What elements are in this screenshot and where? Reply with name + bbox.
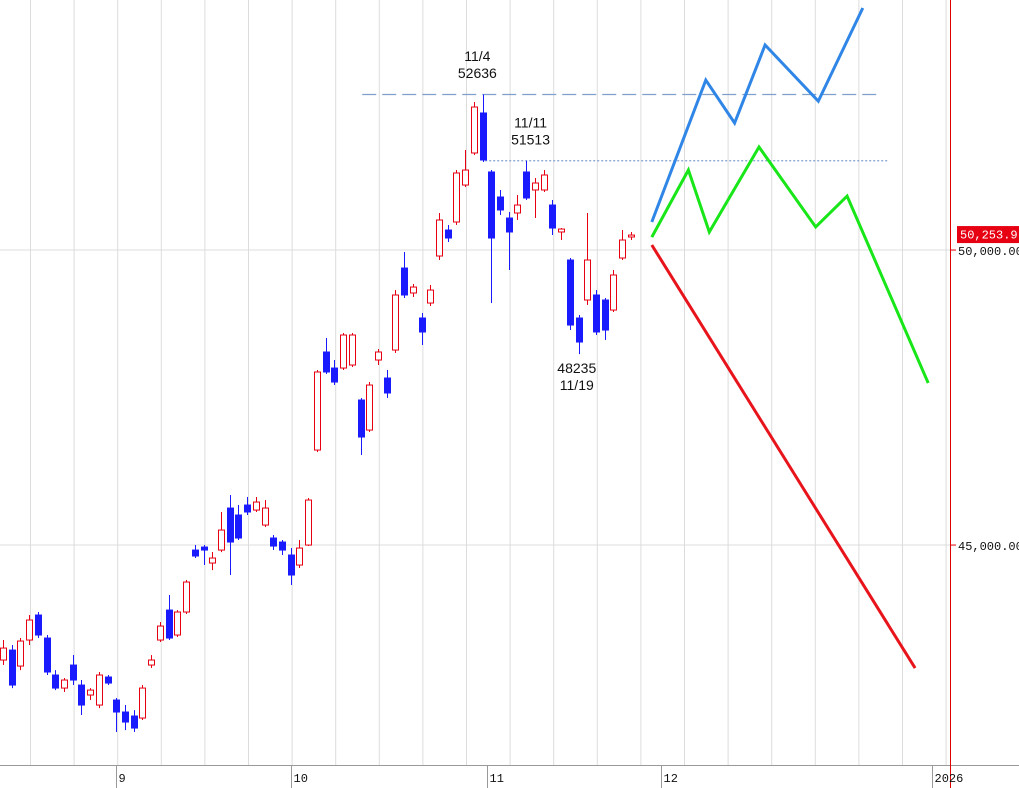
- candle-body: [244, 504, 251, 513]
- x-tick-label: 9: [119, 772, 126, 786]
- candle-body: [235, 514, 242, 539]
- candle-body: [384, 377, 391, 394]
- candle-body: [436, 219, 443, 257]
- candle-body: [514, 204, 521, 214]
- candle-body: [628, 234, 635, 238]
- forecast-line: [650, 244, 917, 669]
- y-tick-label: 50,000.00: [958, 245, 1019, 259]
- last-price-box: [957, 226, 1019, 244]
- candle-body: [296, 547, 303, 566]
- candle-body: [366, 384, 373, 431]
- annotation-text: 52636: [458, 65, 497, 81]
- candle-body: [558, 228, 565, 233]
- candle-body: [87, 689, 94, 696]
- candle-body: [480, 112, 487, 161]
- candle-body: [331, 367, 338, 383]
- candle-body: [349, 334, 356, 366]
- x-tick-label: 10: [294, 772, 308, 786]
- x-tick-label: 11: [490, 772, 504, 786]
- candle-body: [157, 625, 164, 641]
- candle-body: [52, 674, 59, 689]
- candle-body: [392, 294, 399, 351]
- candle-body: [375, 351, 382, 361]
- annotation-text: 11/4: [464, 48, 490, 64]
- candle-body: [183, 581, 190, 613]
- candle-body: [453, 172, 460, 223]
- candle-body: [131, 715, 138, 729]
- candle-body: [427, 289, 434, 304]
- candle-body: [358, 399, 365, 438]
- candle-body: [419, 317, 426, 333]
- forecast-line: [650, 144, 930, 384]
- candle-body: [148, 659, 155, 666]
- candle-body: [279, 541, 286, 551]
- candle-body: [78, 684, 85, 706]
- candle-body: [105, 676, 112, 684]
- candle-body: [262, 507, 269, 526]
- forecast-line: [650, 7, 865, 223]
- candle-body: [253, 501, 260, 511]
- x-tick-label: 12: [664, 772, 678, 786]
- annotation-text: 48235: [557, 360, 596, 376]
- candle-body: [445, 229, 452, 239]
- candle-body: [174, 611, 181, 636]
- candle-body: [532, 182, 539, 191]
- candle-body: [410, 286, 417, 294]
- candle-body: [497, 196, 504, 211]
- candle-body: [584, 259, 591, 301]
- candle-body: [462, 169, 469, 186]
- candle-body: [506, 217, 513, 233]
- candle-body: [471, 106, 478, 154]
- candle-body: [610, 274, 617, 311]
- candle-body: [17, 640, 24, 667]
- annotation-text: 11/19: [560, 377, 594, 393]
- candle-body: [44, 637, 51, 673]
- candle-body: [619, 239, 626, 259]
- last-price-label: 50,253.9: [960, 229, 1018, 243]
- candle-body: [288, 554, 295, 576]
- candle-body: [201, 546, 208, 551]
- candle-body: [602, 299, 609, 331]
- candle-body: [576, 317, 583, 343]
- candle-body: [488, 171, 495, 239]
- candle-body: [218, 529, 225, 551]
- candle-body: [70, 664, 77, 681]
- candle-body: [567, 259, 574, 326]
- y-tick-label: 45,000.00: [958, 540, 1019, 554]
- annotation-text: 51513: [511, 131, 550, 147]
- candle-body: [541, 174, 548, 191]
- x-tick-label: 2026: [935, 772, 964, 786]
- candle-body: [192, 549, 199, 557]
- candle-body: [166, 609, 173, 639]
- candle-body: [0, 647, 7, 661]
- candle-body: [314, 371, 321, 451]
- candle-body: [323, 351, 330, 373]
- candle-body: [401, 267, 408, 296]
- candle-body: [96, 674, 103, 706]
- candle-body: [549, 204, 556, 229]
- candle-body: [593, 294, 600, 333]
- candle-body: [270, 537, 277, 547]
- candle-body: [122, 711, 129, 723]
- candle-body: [35, 614, 42, 636]
- candle-body: [227, 507, 234, 543]
- candle-body: [26, 619, 33, 641]
- candle-body: [113, 699, 120, 713]
- candle-body: [139, 687, 146, 719]
- annotation-text: 11/11: [514, 114, 547, 130]
- candle-body: [9, 649, 16, 686]
- candle-body: [209, 557, 216, 564]
- candle-body: [340, 334, 347, 369]
- candle-body: [61, 679, 68, 689]
- candle-body: [305, 499, 312, 546]
- candle-body: [523, 171, 530, 199]
